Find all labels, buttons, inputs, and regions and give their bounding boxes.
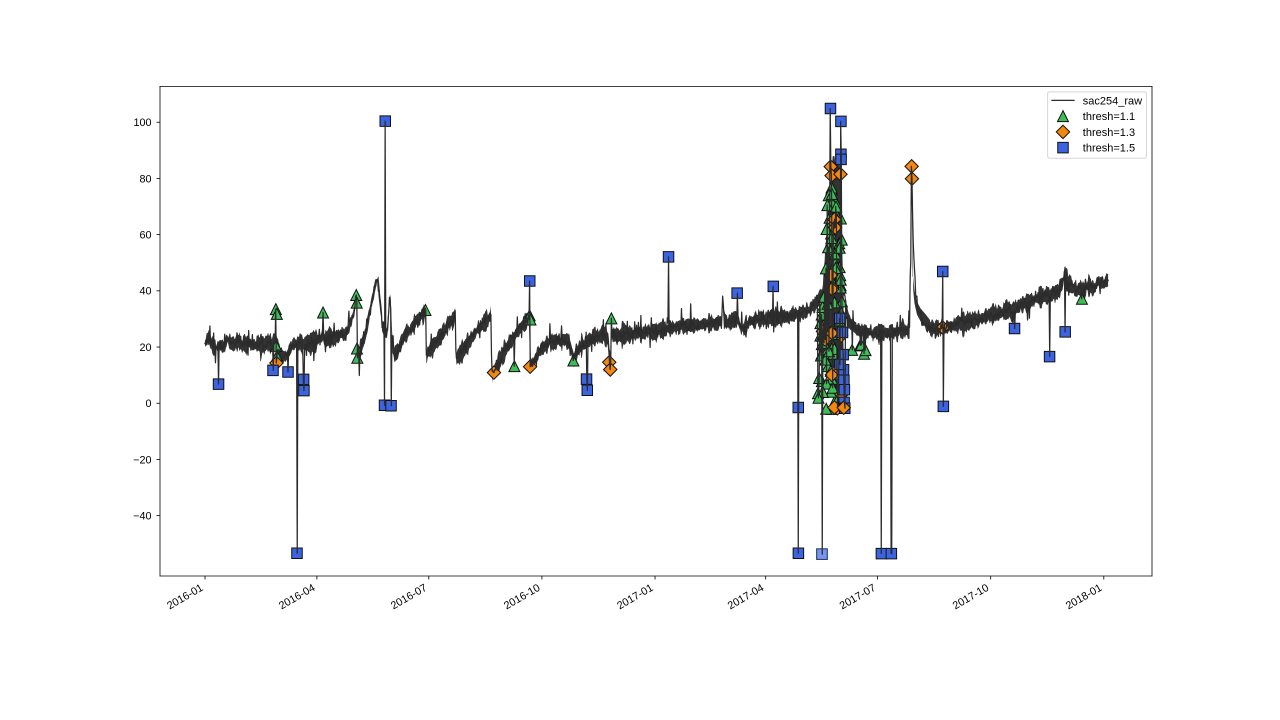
svg-text:80: 80 (139, 173, 151, 185)
svg-text:thresh=1.1: thresh=1.1 (1083, 111, 1135, 123)
svg-text:−20: −20 (133, 454, 151, 466)
svg-text:sac254_raw: sac254_raw (1083, 95, 1142, 107)
svg-text:0: 0 (145, 398, 151, 410)
svg-text:thresh=1.5: thresh=1.5 (1083, 143, 1135, 155)
svg-text:thresh=1.3: thresh=1.3 (1083, 127, 1135, 139)
svg-text:100: 100 (133, 117, 151, 129)
svg-text:60: 60 (139, 230, 151, 242)
svg-text:20: 20 (139, 342, 151, 354)
svg-text:40: 40 (139, 286, 151, 298)
svg-text:−40: −40 (133, 511, 151, 523)
